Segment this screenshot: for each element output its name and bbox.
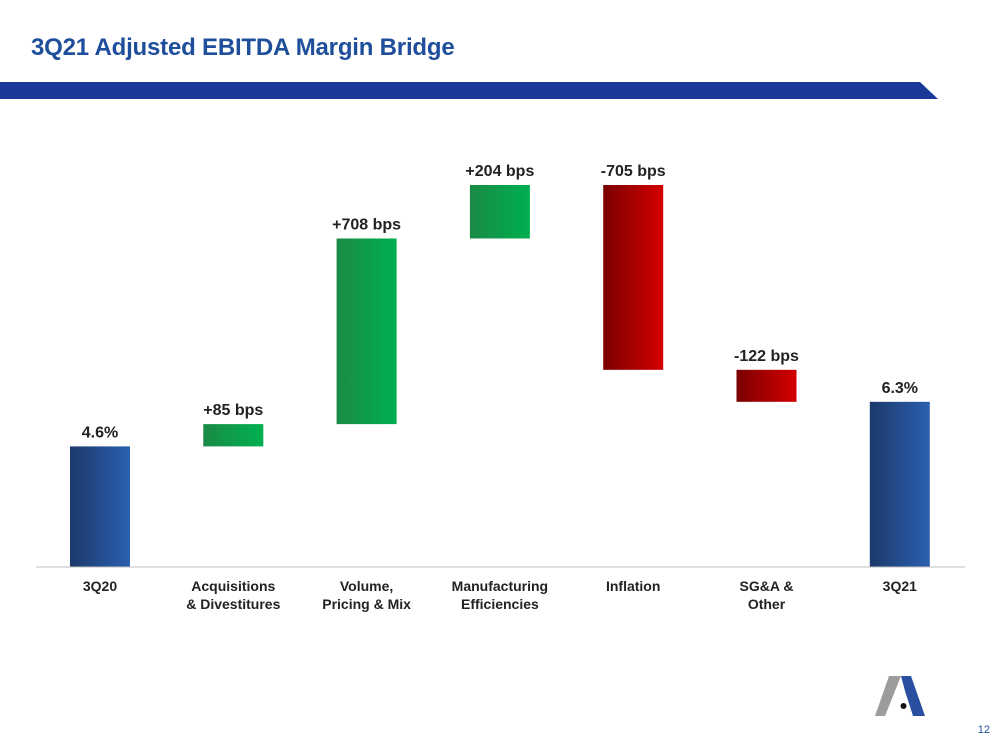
category-label: 3Q21 xyxy=(883,578,917,594)
category-label: Inflation xyxy=(606,578,660,594)
bar-value-label: -122 bps xyxy=(734,348,799,365)
header-band xyxy=(0,82,938,99)
waterfall-chart: 4.6% +85 bps +708 bps +204 bps -705 bps -122 … xyxy=(36,163,965,612)
slide-title: 3Q21 Adjusted EBITDA Margin Bridge xyxy=(31,34,455,61)
bar-increase xyxy=(203,424,264,447)
bar-value-label: +204 bps xyxy=(465,163,534,180)
bar-increase xyxy=(469,185,530,239)
bar-total xyxy=(70,446,130,567)
bar-decrease xyxy=(603,185,664,370)
company-logo-icon xyxy=(875,676,925,716)
category-label: SG&A & Other xyxy=(740,578,794,612)
bar-value-label: +708 bps xyxy=(332,216,401,233)
page-number: 12 xyxy=(977,724,990,736)
bar-value-label: 6.3% xyxy=(882,380,918,397)
bar-decrease xyxy=(736,369,797,402)
category-label: Manufacturing Efficiencies xyxy=(452,578,548,612)
bar-value-label: +85 bps xyxy=(203,402,263,419)
category-label: Volume, Pricing & Mix xyxy=(322,578,411,612)
chart-bars xyxy=(70,185,930,567)
bar-value-label: -705 bps xyxy=(601,163,666,180)
category-label: Acquisitions & Divestitures xyxy=(186,578,280,612)
bar-value-label: 4.6% xyxy=(82,424,118,441)
bar-increase xyxy=(336,238,397,425)
category-label: 3Q20 xyxy=(83,578,117,594)
chart-bar-labels: 4.6% +85 bps +708 bps +204 bps -705 bps -122 … xyxy=(82,163,918,441)
bar-total xyxy=(869,401,930,567)
chart-category-labels: 3Q20 Acquisitions & Divestitures Volume, Pri… xyxy=(83,578,917,612)
